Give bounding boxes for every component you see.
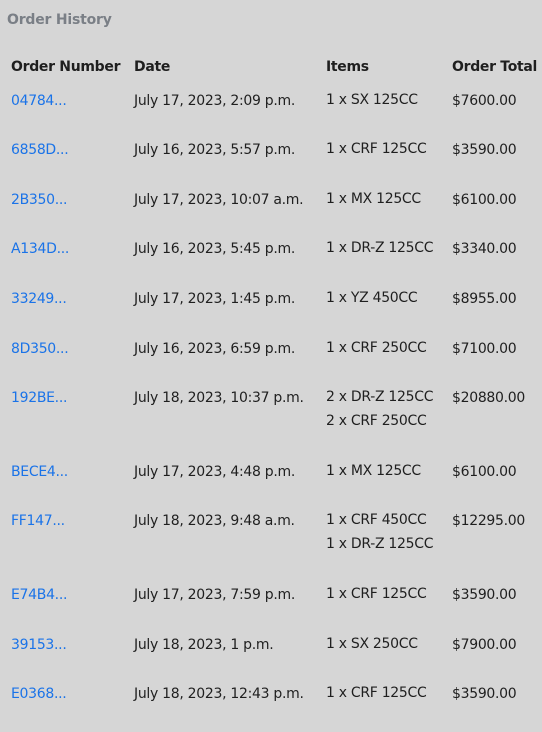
order-item-line: 1 x YZ 450CC [326,290,418,306]
order-items: 1 x YZ 450CC [326,286,418,310]
order-date: July 18, 2023, 10:37 p.m. [134,390,304,406]
order-date: July 17, 2023, 4:48 p.m. [134,464,295,480]
order-items: 1 x CRF 125CC [326,681,427,705]
order-total: $3590.00 [452,587,517,603]
order-items: 1 x CRF 125CC [326,137,427,161]
order-item-line: 1 x CRF 125CC [326,141,427,157]
order-item-line: 2 x DR-Z 125CC [326,389,434,405]
column-header-order-number: Order Number [11,59,121,75]
order-items: 1 x MX 125CC [326,459,421,483]
order-total: $3590.00 [452,142,517,158]
order-date: July 16, 2023, 6:59 p.m. [134,341,295,357]
order-item-line: 1 x SX 250CC [326,636,418,652]
order-total: $8955.00 [452,291,517,307]
order-date: July 16, 2023, 5:45 p.m. [134,241,295,257]
order-item-line: 2 x CRF 250CC [326,413,427,429]
order-number-link[interactable]: 2B350... [11,192,68,208]
order-items: 2 x DR-Z 125CC 2 x CRF 250CC [326,385,434,433]
order-total: $20880.00 [452,390,526,406]
order-total: $6100.00 [452,192,517,208]
order-total: $7100.00 [452,341,517,357]
order-number-link[interactable]: 8D350... [11,341,69,357]
order-number-link[interactable]: FF147... [11,513,65,529]
order-date: July 17, 2023, 10:07 a.m. [134,192,304,208]
order-total: $3340.00 [452,241,517,257]
order-items: 1 x DR-Z 125CC [326,236,434,260]
order-total: $3590.00 [452,686,517,702]
order-date: July 18, 2023, 1 p.m. [134,637,274,653]
order-total: $6100.00 [452,464,517,480]
order-items: 1 x CRF 125CC [326,582,427,606]
order-total: $7900.00 [452,637,517,653]
order-total: $7600.00 [452,93,517,109]
order-items: 1 x MX 125CC [326,187,421,211]
order-number-link[interactable]: E74B4... [11,587,68,603]
order-date: July 17, 2023, 1:45 p.m. [134,291,295,307]
order-item-line: 1 x DR-Z 125CC [326,240,434,256]
order-items: 1 x SX 125CC [326,88,418,112]
order-item-line: 1 x SX 125CC [326,92,418,108]
order-date: July 17, 2023, 2:09 p.m. [134,93,295,109]
table-header: Order Number Date Items Order Total [0,59,542,79]
order-date: July 18, 2023, 12:43 p.m. [134,686,304,702]
order-date: July 17, 2023, 7:59 p.m. [134,587,295,603]
column-header-items: Items [326,59,369,75]
order-total: $12295.00 [452,513,526,529]
order-items: 1 x CRF 250CC [326,336,427,360]
order-item-line: 1 x DR-Z 125CC [326,536,434,552]
order-item-line: 1 x CRF 250CC [326,340,427,356]
order-number-link[interactable]: E0368... [11,686,67,702]
order-item-line: 1 x CRF 125CC [326,685,427,701]
column-header-order-total: Order Total [452,59,538,75]
order-item-line: 1 x MX 125CC [326,191,421,207]
order-items: 1 x SX 250CC [326,632,418,656]
order-date: July 16, 2023, 5:57 p.m. [134,142,295,158]
order-number-link[interactable]: 33249... [11,291,67,307]
order-number-link[interactable]: 04784... [11,93,67,109]
order-items: 1 x CRF 450CC 1 x DR-Z 125CC [326,508,434,556]
order-item-line: 1 x CRF 125CC [326,586,427,602]
order-item-line: 1 x CRF 450CC [326,512,427,528]
order-number-link[interactable]: A134D... [11,241,70,257]
order-number-link[interactable]: 6858D... [11,142,69,158]
order-date: July 18, 2023, 9:48 a.m. [134,513,295,529]
order-item-line: 1 x MX 125CC [326,463,421,479]
order-number-link[interactable]: 192BE... [11,390,68,406]
order-number-link[interactable]: 39153... [11,637,67,653]
column-header-date: Date [134,59,171,75]
page-title: Order History [7,12,112,28]
order-number-link[interactable]: BECE4... [11,464,68,480]
